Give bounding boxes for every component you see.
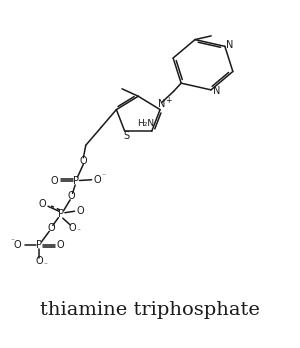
- Text: O: O: [47, 223, 55, 233]
- Text: O: O: [76, 206, 84, 216]
- Text: +: +: [165, 96, 172, 105]
- Text: ⁻: ⁻: [101, 172, 105, 181]
- Text: thiamine triphosphate: thiamine triphosphate: [40, 301, 260, 319]
- Text: O: O: [57, 240, 64, 250]
- Text: H₂N: H₂N: [137, 119, 154, 128]
- Text: O: O: [38, 199, 46, 209]
- Text: ⁻: ⁻: [76, 227, 80, 236]
- Text: O: O: [14, 240, 21, 250]
- Text: N: N: [226, 40, 234, 50]
- Text: N: N: [213, 86, 220, 96]
- Text: O: O: [68, 191, 75, 201]
- Text: O: O: [35, 256, 43, 266]
- Text: S: S: [123, 130, 129, 141]
- Text: alamy · 2HFGT24: alamy · 2HFGT24: [111, 333, 189, 342]
- Text: O: O: [94, 175, 101, 185]
- Text: N: N: [158, 99, 165, 109]
- Text: P: P: [73, 176, 79, 186]
- Text: O: O: [68, 223, 76, 233]
- Text: O: O: [80, 156, 87, 166]
- Text: P: P: [58, 209, 64, 219]
- Text: ⁻: ⁻: [11, 237, 15, 246]
- Text: P: P: [36, 240, 42, 250]
- Text: ⁻: ⁻: [43, 260, 47, 269]
- Text: O: O: [50, 176, 58, 186]
